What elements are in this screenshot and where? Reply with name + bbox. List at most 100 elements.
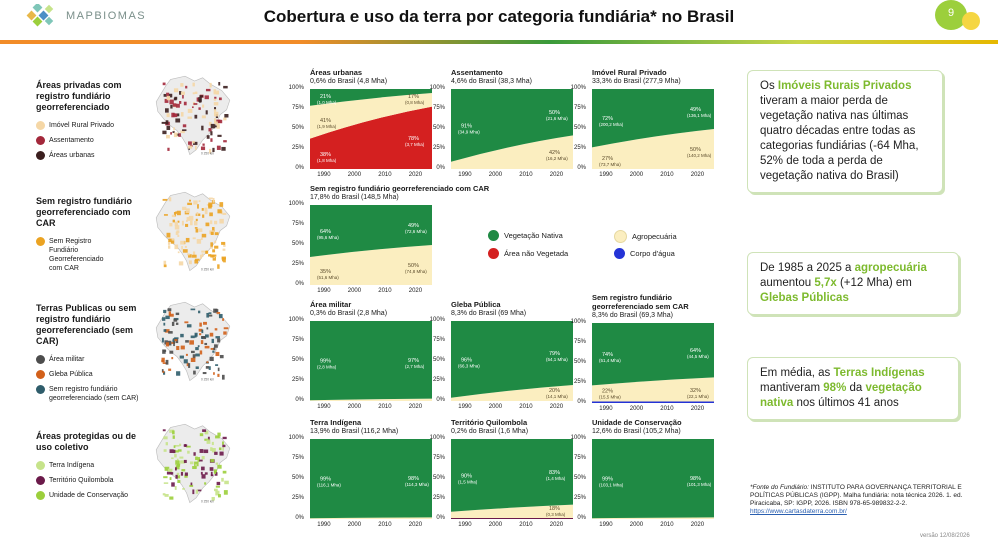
callout-text: aumentou: [760, 277, 815, 289]
y-tick-label: 100%: [288, 435, 304, 441]
data-label: 50%: [549, 110, 560, 116]
data-label-sub: (101,3 Mha): [687, 482, 712, 487]
data-label-sub: (72,6 Mha): [405, 229, 427, 234]
data-label-sub: (103,1 Mha): [599, 483, 624, 488]
y-tick-label: 50%: [432, 125, 445, 131]
x-tick-label: 2020: [690, 406, 705, 412]
chart-subtitle: 0,2% do Brasil (1,6 Mha): [451, 428, 529, 435]
data-label-sub: (15,5 Mha): [599, 394, 621, 399]
legend-label: Terra Indígena: [49, 462, 95, 469]
data-label: 64%: [690, 348, 701, 354]
x-tick-label: 1990: [458, 172, 472, 178]
x-tick-label: 2020: [408, 172, 423, 178]
y-tick-label: 75%: [432, 105, 445, 111]
chart-legend-item: Área não Vegetada: [488, 248, 568, 259]
data-label: 99%: [320, 359, 331, 365]
data-label: 50%: [408, 263, 419, 269]
x-tick-label: 1990: [458, 404, 472, 410]
chart-plot: 64%(95,6 Mha) 49%(72,6 Mha) 35%(51,6 Mha) 5…: [310, 205, 432, 285]
x-tick-label: 2010: [378, 288, 392, 294]
chart-title: Áreas urbanas: [310, 68, 363, 77]
legend-swatch: [36, 151, 45, 160]
y-tick-label: 50%: [291, 125, 304, 131]
data-label-sub: (1,5 Mha): [458, 479, 478, 484]
insight-callout: Os Imóveis Rurais Privados tiveram a mai…: [747, 70, 943, 193]
x-tick-label: 2020: [549, 522, 564, 528]
chart-plot: 21%(1,0 Mha)17%(0,8 Mha)41%(1,9 Mha)38%(…: [310, 89, 432, 169]
y-tick-label: 0%: [577, 399, 586, 405]
y-tick-label: 50%: [291, 475, 304, 481]
data-label: 20%: [549, 388, 560, 394]
y-tick-label: 75%: [432, 337, 445, 343]
area-series-agropecu-ria: [310, 398, 432, 401]
x-tick-label: 2010: [519, 172, 533, 178]
chart-legend-item: Vegetação Nativa: [488, 230, 563, 241]
y-tick-label: 50%: [573, 125, 586, 131]
x-tick-label: 2010: [660, 522, 674, 528]
map-scale: 0 250 km: [201, 152, 214, 156]
legend-label: Imóvel Rural Privado: [49, 122, 114, 129]
x-tick-label: 2010: [378, 172, 392, 178]
y-tick-label: 25%: [573, 379, 586, 385]
brazil-map: 0 250 km: [155, 423, 231, 504]
footnote-link[interactable]: https://www.cartasdaterra.com.br/: [750, 508, 847, 515]
callout-highlight: Terras Indígenas: [833, 367, 925, 379]
callout-text: mantiveram: [760, 382, 824, 394]
data-label-sub: (116,1 Mha): [317, 483, 341, 488]
legend-item: Imóvel Rural Privado: [36, 121, 156, 130]
y-tick-label: 0%: [295, 281, 304, 287]
legend-label: Assentamento: [49, 137, 94, 144]
x-tick-label: 2010: [660, 172, 674, 178]
y-tick-label: 100%: [570, 85, 586, 91]
y-tick-label: 0%: [436, 165, 445, 171]
legend-swatch: [36, 136, 45, 145]
data-label: 99%: [602, 477, 613, 483]
chart-plot: 96%(66,3 Mha) 79%(54,1 Mha) 20%(14,1 Mha): [451, 321, 573, 401]
map-scale: 0 250 km: [201, 500, 214, 504]
legend-item: Gleba Pública: [36, 370, 156, 379]
y-tick-label: 100%: [288, 317, 304, 323]
data-label-sub: (44,5 Mha): [687, 354, 709, 359]
y-tick-label: 0%: [295, 165, 304, 171]
chart-legend-swatch: [488, 248, 499, 259]
area-series-agropecu-ria: [451, 385, 573, 401]
callout-text: nos últimos 41 anos: [793, 397, 899, 409]
insight-callout: Em média, as Terras Indígenas mantiveram…: [747, 357, 959, 420]
legend-label: Gleba Pública: [49, 371, 93, 378]
y-tick-label: 100%: [570, 435, 586, 441]
legend-item: Áreas urbanas: [36, 151, 156, 160]
section-title: Terras Publicas ou sem registro fundiári…: [36, 303, 137, 346]
area-series-agropecu-ria: [310, 245, 432, 285]
section-legend: Terra Indígena Território Quilombola Unida…: [36, 461, 156, 506]
data-label: 22%: [602, 388, 613, 394]
data-label-sub: (3,7 Mha): [405, 142, 425, 147]
page-title: Cobertura e uso da terra por categoria f…: [263, 7, 735, 26]
data-label: 99%: [320, 477, 331, 483]
y-tick-label: 25%: [432, 495, 445, 501]
x-tick-label: 2020: [408, 288, 423, 294]
area-series-vegeta-o-nativa: [451, 321, 573, 398]
chart-subtitle: 33,3% do Brasil (277,9 Mha): [592, 78, 681, 85]
y-tick-label: 0%: [436, 515, 445, 521]
chart-title: Área militar: [310, 300, 352, 309]
data-label: 90%: [461, 473, 472, 479]
y-tick-label: 0%: [295, 397, 304, 403]
x-tick-label: 2020: [408, 404, 423, 410]
callout-text: (+12 Mha) em: [836, 277, 912, 289]
y-tick-label: 100%: [429, 317, 445, 323]
data-label-sub: (73,7 Mha): [599, 162, 621, 167]
chart-title: Território Quilombola: [451, 418, 528, 427]
legend-item: Assentamento: [36, 136, 156, 145]
legend-item: Terra Indígena: [36, 461, 156, 470]
callout-highlight: vegetação nativa: [760, 382, 922, 409]
legend-swatch: [36, 491, 45, 500]
data-label: 35%: [320, 269, 331, 275]
legend-swatch: [36, 461, 45, 470]
data-label-sub: (14,1 Mha): [546, 394, 568, 399]
data-label-sub: (51,6 Mha): [317, 275, 339, 280]
x-tick-label: 2000: [488, 522, 503, 528]
y-tick-label: 50%: [291, 357, 304, 363]
data-label-sub: (1,4 Mha): [546, 476, 566, 481]
data-label: 21%: [320, 94, 331, 100]
x-tick-label: 2010: [660, 406, 674, 412]
